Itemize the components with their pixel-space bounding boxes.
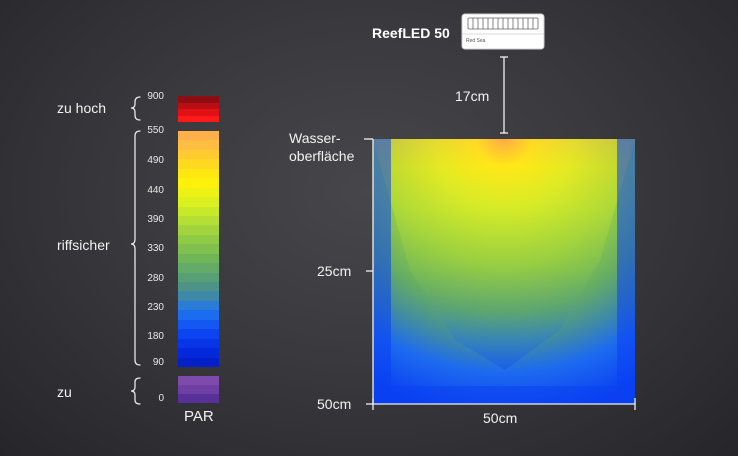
too-high-band — [178, 115, 219, 122]
too-low-band — [178, 393, 219, 403]
reef-safe-band — [178, 206, 219, 216]
tick-330: 330 — [147, 243, 164, 254]
brace-reef-safe — [130, 130, 141, 366]
edge-bottom — [373, 386, 635, 404]
reef-safe-band — [178, 348, 219, 358]
tick-0: 0 — [158, 393, 164, 404]
reef-safe-band — [178, 338, 219, 349]
light-cone — [373, 139, 635, 370]
zone-label-too-low: zu — [57, 384, 72, 400]
brace-too-low — [130, 377, 141, 405]
edge-right — [617, 139, 635, 404]
brace-too-high — [130, 96, 141, 121]
reef-safe-band — [178, 131, 219, 141]
reef-safe-band — [178, 215, 219, 226]
water-surface-label: Wasser- oberfläche — [289, 130, 355, 164]
reef-safe-band — [178, 178, 219, 188]
reef-safe-band — [178, 357, 219, 367]
mid-depth-label: 25cm — [317, 263, 352, 279]
zone-label-too-high: zu hoch — [57, 100, 107, 116]
reef-safe-band — [178, 272, 219, 282]
scale-unit-label: PAR — [184, 408, 214, 425]
reef-safe-band — [178, 159, 219, 169]
reef-safe-band — [178, 197, 219, 207]
scale-too-low — [178, 376, 219, 403]
reef-safe-band — [178, 253, 219, 264]
tick-180: 180 — [147, 331, 164, 342]
tick-390: 390 — [147, 214, 164, 225]
reef-safe-band — [178, 225, 219, 235]
scale-reef-safe — [178, 131, 219, 367]
bottom-depth-label: 50cm — [317, 396, 352, 412]
fixture-brand-mark: Red Sea — [466, 38, 486, 44]
width-label: 50cm — [483, 410, 518, 426]
too-low-band — [178, 376, 219, 385]
tick-440: 440 — [147, 185, 164, 196]
edge-left — [373, 139, 391, 404]
too-high-band — [178, 109, 219, 116]
reef-safe-band — [178, 329, 219, 339]
reef-safe-band — [178, 291, 219, 301]
reef-safe-band — [178, 187, 219, 198]
reef-safe-band — [178, 168, 219, 179]
reef-safe-band — [178, 140, 219, 150]
tick-230: 230 — [147, 302, 164, 313]
reef-safe-band — [178, 300, 219, 311]
reef-safe-band — [178, 282, 219, 292]
reef-safe-band — [178, 234, 219, 245]
too-high-band — [178, 102, 219, 109]
reef-safe-band — [178, 310, 219, 320]
reef-safe-band — [178, 319, 219, 330]
reef-safe-band — [178, 149, 219, 160]
scale-too-high — [178, 96, 219, 122]
distance-label: 17cm — [455, 88, 490, 104]
reef-safe-band — [178, 244, 219, 254]
reef-safe-band — [178, 263, 219, 273]
zone-label-reef-safe: riffsicher — [57, 237, 110, 253]
tick-900: 900 — [147, 91, 164, 102]
tick-90: 90 — [152, 357, 164, 368]
reefled-fixture-icon — [461, 13, 545, 50]
device-name: ReefLED 50 — [372, 25, 450, 41]
tick-280: 280 — [147, 273, 164, 284]
too-low-band — [178, 384, 219, 394]
tick-490: 490 — [147, 155, 164, 166]
tick-550: 550 — [147, 125, 164, 136]
too-high-band — [178, 96, 219, 103]
